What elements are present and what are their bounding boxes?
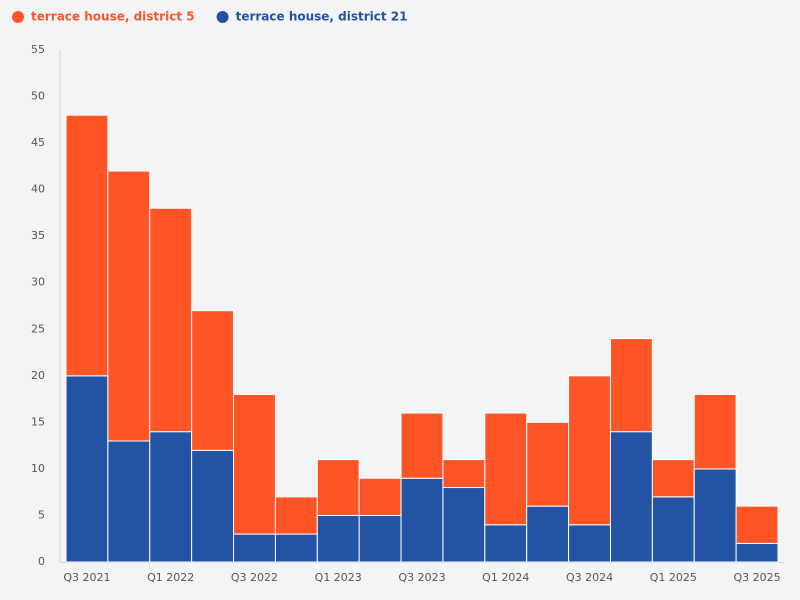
bar: [484, 412, 528, 526]
legend-label: terrace house, district 21: [236, 10, 408, 24]
y-tick-label: 55: [31, 43, 45, 56]
bar: [526, 505, 570, 563]
bar: [442, 459, 486, 489]
bar: [693, 468, 737, 563]
bar: [191, 310, 235, 451]
y-tick-label: 10: [31, 462, 45, 475]
y-tick-label: 0: [38, 555, 45, 568]
x-tick-label: Q1 2023: [315, 571, 362, 584]
bar: [568, 524, 611, 563]
bar: [735, 542, 779, 563]
y-tick-label: 50: [31, 90, 45, 103]
bar: [316, 514, 360, 563]
x-tick-label: Q1 2025: [650, 571, 697, 584]
bar: [149, 207, 193, 433]
bar: [442, 487, 486, 563]
y-tick-label: 25: [31, 322, 45, 335]
y-tick-label: 30: [31, 276, 45, 289]
bar: [651, 496, 695, 563]
bar: [65, 375, 109, 563]
bar: [316, 459, 360, 516]
y-tick-label: 15: [31, 415, 45, 428]
y-tick-label: 35: [31, 229, 45, 242]
x-tick-label: Q3 2023: [398, 571, 445, 584]
bar: [149, 431, 193, 563]
bar: [274, 533, 318, 563]
x-tick-label: Q3 2024: [566, 571, 613, 584]
x-tick-label: Q1 2024: [482, 571, 529, 584]
bar: [274, 496, 318, 535]
bar: [609, 338, 653, 433]
bar: [568, 375, 611, 526]
bar: [651, 459, 695, 498]
bar: [107, 170, 151, 442]
x-tick-label: Q1 2022: [147, 571, 194, 584]
bar: [484, 524, 528, 563]
bar: [609, 431, 653, 563]
bar: [358, 477, 402, 516]
x-tick-label: Q3 2022: [231, 571, 278, 584]
x-tick-label: Q3 2025: [733, 571, 780, 584]
legend-marker: [12, 11, 24, 23]
x-tick-label: Q3 2021: [63, 571, 110, 584]
legend-label: terrace house, district 5: [31, 10, 195, 24]
y-tick-label: 20: [31, 369, 45, 382]
bar: [107, 440, 151, 563]
legend-marker: [216, 11, 229, 23]
bar: [400, 412, 444, 479]
bar: [526, 421, 570, 507]
bar: [191, 449, 235, 563]
bar: [233, 533, 276, 563]
bar: [233, 393, 276, 535]
y-tick-label: 45: [31, 136, 45, 149]
y-tick-label: 5: [38, 508, 45, 521]
bar: [400, 477, 444, 563]
bar: [358, 514, 402, 563]
bar: [693, 393, 737, 470]
y-tick-label: 40: [31, 183, 45, 196]
bar: [65, 114, 109, 377]
bar: [735, 505, 779, 544]
